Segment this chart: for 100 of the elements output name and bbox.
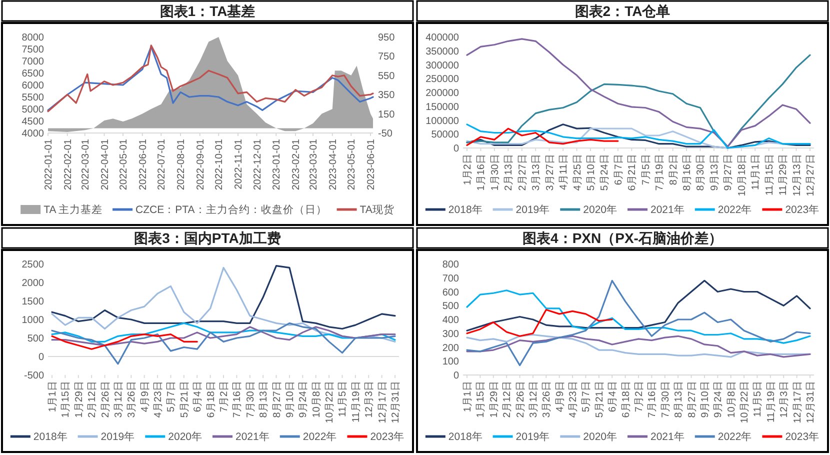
x-tick-label: 2月12日 <box>87 381 98 418</box>
legend-label: 2022年 <box>718 204 752 216</box>
x-tick-label: 2月13日 <box>504 154 515 191</box>
x-tick-label: 8月30日 <box>696 154 707 191</box>
legend-label: 2022年 <box>302 431 338 443</box>
x-tick-label: 11月29日 <box>778 154 790 196</box>
y-tick-label: 2500 <box>22 260 44 270</box>
x-tick-label: 5月10日 <box>586 154 597 191</box>
line-series <box>51 326 396 346</box>
x-tick-label: 7月30日 <box>660 381 672 418</box>
y2-tick-label: 350 <box>378 90 396 102</box>
y-tick-label: 4500 <box>22 116 44 128</box>
x-tick-label: 9月24日 <box>298 381 310 418</box>
x-tick-label: 2023-01-01 <box>272 138 283 190</box>
x-tick-label: 11月5日 <box>338 381 349 417</box>
x-tick-label: 4月23日 <box>568 381 580 418</box>
x-tick-label: 10月22日 <box>740 381 751 424</box>
legend-label: 2021年 <box>236 431 270 443</box>
x-tick-label: 9月10日 <box>700 381 711 418</box>
x-tick-label: 6月18日 <box>206 381 217 418</box>
x-tick-label: 5月21日 <box>179 381 190 418</box>
x-tick-label: 4月9日 <box>140 381 151 412</box>
y2-tick-label: 150 <box>378 109 396 120</box>
x-tick-label: 7月5日 <box>640 154 652 186</box>
line-series <box>51 322 396 365</box>
x-tick-label: 5月24日 <box>600 154 611 191</box>
x-tick-label: 5月21日 <box>594 381 606 418</box>
x-tick-label: 1月30日 <box>490 154 501 191</box>
x-tick-label: 9月27日 <box>723 154 734 191</box>
legend-label: 2020年 <box>583 204 618 216</box>
x-tick-label: 12月13日 <box>792 154 803 196</box>
x-tick-label: 4月9日 <box>554 381 566 412</box>
y-tick-label: 2000 <box>22 278 44 289</box>
x-tick-label: 1月29日 <box>74 381 85 418</box>
x-tick-label: 12月31日 <box>806 381 816 424</box>
x-tick-label: 6月21日 <box>627 154 638 191</box>
x-tick-label: 10月8日 <box>726 381 738 418</box>
y2-tick-label: -50 <box>378 128 393 140</box>
y-tick-label: 200 <box>442 342 460 354</box>
x-tick-label: 8月27日 <box>272 381 283 418</box>
x-tick-label: 8月13日 <box>258 381 270 418</box>
line-series <box>466 308 613 337</box>
line-series <box>466 280 811 366</box>
x-tick-label: 12月27日 <box>806 154 816 196</box>
y-tick-label: 7000 <box>22 56 44 68</box>
legend-label: 2023年 <box>785 431 820 443</box>
legend-label: 2021年 <box>650 204 685 216</box>
line-series <box>466 128 619 146</box>
y-tick-label: 1000 <box>22 315 44 326</box>
y-tick-label: 300000 <box>426 60 460 72</box>
x-tick-label: 2022-10-01 <box>214 138 226 190</box>
legend-label: 2023年 <box>370 431 405 443</box>
x-tick-label: 11月15日 <box>764 154 776 196</box>
x-tick-label: 3月26日 <box>542 381 553 418</box>
x-tick-label: 7月16日 <box>647 381 658 418</box>
x-tick-label: 2022-09-01 <box>195 138 206 190</box>
y-tick-label: 100 <box>442 356 460 368</box>
x-tick-label: 9月13日 <box>709 154 720 191</box>
y-tick-label: 100000 <box>426 116 460 127</box>
x-tick-label: 2022-03-01 <box>80 138 92 190</box>
x-tick-label: 2022-05-01 <box>118 138 130 190</box>
x-tick-label: 1月16日 <box>476 154 488 191</box>
x-tick-label: 12月31日 <box>390 381 402 424</box>
x-tick-label: 2022-08-01 <box>176 138 187 190</box>
y-tick-label: 6000 <box>22 80 44 92</box>
x-tick-label: 3月12日 <box>113 381 124 418</box>
x-tick-label: 8月13日 <box>674 381 685 418</box>
y-tick-label: 500 <box>27 334 44 344</box>
y-tick-label: 150000 <box>426 102 460 113</box>
chart-title: 图表1：TA基差 <box>160 3 256 19</box>
y2-tick-label: 550 <box>378 70 396 82</box>
x-tick-label: 8月2日 <box>668 154 680 186</box>
y-tick-label: 0 <box>453 144 460 154</box>
x-tick-label: 6月18日 <box>620 381 632 418</box>
y-tick-label: 5000 <box>22 104 44 116</box>
x-tick-label: 2022-12-01 <box>252 138 264 190</box>
x-tick-label: 2月27日 <box>517 154 528 191</box>
x-tick-label: 2022-11-01 <box>234 138 244 190</box>
x-tick-label: 2022-01-01 <box>44 138 54 190</box>
x-tick-label: 4月23日 <box>153 381 164 418</box>
x-tick-label: 5月7日 <box>581 381 592 412</box>
y-tick-label: 1500 <box>22 296 44 308</box>
x-tick-label: 2月26日 <box>100 381 112 418</box>
legend-label: 2019年 <box>100 431 136 443</box>
x-tick-label: 12月17日 <box>792 381 804 424</box>
line-series <box>466 290 811 344</box>
line-series <box>51 265 396 330</box>
x-tick-label: 11月19日 <box>350 381 362 423</box>
x-tick-label: 1月15日 <box>476 381 487 418</box>
line-series <box>51 266 396 342</box>
x-tick-label: 2023-03-01 <box>308 138 320 190</box>
chart-title: 图表4：PXN（PX-石脑油价差） <box>522 230 722 246</box>
y-tick-label: 250000 <box>426 74 460 86</box>
legend-label: 2019年 <box>516 431 550 443</box>
x-tick-label: 3月27日 <box>544 154 556 191</box>
legend-label: TA现货 <box>360 204 394 216</box>
x-tick-label: 7月19日 <box>654 154 666 191</box>
y-tick-label: -500 <box>24 370 44 382</box>
y-tick-label: 6500 <box>22 68 44 80</box>
line-series <box>51 334 198 350</box>
